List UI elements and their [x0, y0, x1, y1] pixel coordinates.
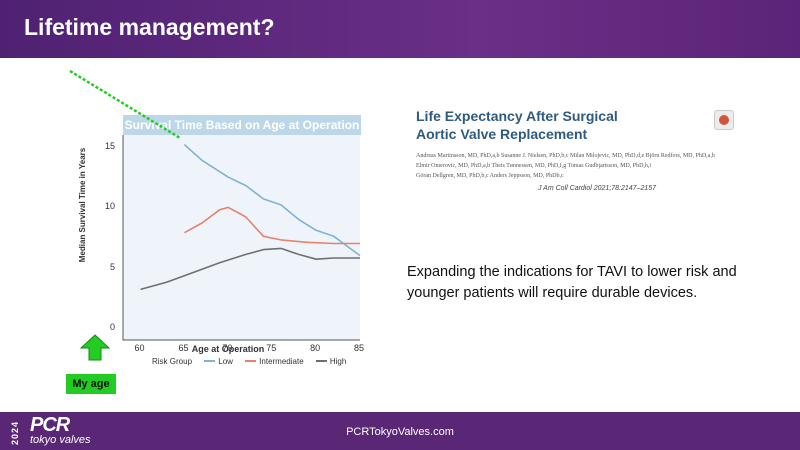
slide-footer: 2024 PCR tokyo valves PCRTokyoValves.com — [0, 412, 800, 450]
my-age-label: My age — [66, 374, 116, 394]
slide-title: Lifetime management? — [24, 14, 275, 40]
footer-website[interactable]: PCRTokyoValves.com — [346, 426, 454, 438]
axis-lines — [122, 135, 360, 341]
legend-swatch-low — [204, 359, 216, 362]
series-line-intermediate — [184, 206, 360, 245]
legend-swatch-intermediate — [245, 359, 257, 362]
y-tick-label: 10 — [105, 201, 116, 212]
legend-intermediate: Intermediate — [259, 357, 304, 366]
x-tick-label: 85 — [354, 343, 365, 353]
arrow-up-icon — [80, 334, 110, 361]
authors-line2: Elmir Omerovic, MD, PhD,a,b Theis Tønnes… — [416, 163, 652, 169]
series-line-high — [140, 247, 360, 291]
series-line-low — [183, 144, 361, 257]
paper-citation: J Am Coll Cardiol 2021;78:2147–2157 — [538, 185, 657, 192]
crossmark-icon — [714, 110, 734, 130]
survival-chart — [122, 135, 361, 341]
x-tick-label: 60 — [134, 343, 145, 353]
paper-authors: Andreas Martinsson, MD, PhD,a,b Susanne … — [416, 151, 746, 181]
legend-title: Risk Group — [152, 357, 193, 366]
paper-title: Life Expectancy After Surgical Aortic Va… — [416, 107, 716, 143]
y-tick-label: 0 — [110, 321, 116, 332]
chart-title: Survival Time Based on Age at Operation — [123, 115, 361, 135]
slide-header: Lifetime management? — [0, 0, 800, 58]
x-tick-label: 75 — [266, 343, 277, 353]
legend-low: Low — [218, 357, 233, 366]
y-tick-label: 15 — [105, 141, 116, 152]
chart-legend: Risk Group Low Intermediate High — [152, 357, 346, 366]
legend-swatch-high — [315, 359, 327, 362]
logo-subtitle: tokyo valves — [30, 434, 91, 446]
dotted-pointer-line — [69, 69, 181, 140]
legend-high: High — [329, 357, 347, 366]
pcr-logo: PCR — [30, 414, 70, 436]
x-tick-label: 65 — [178, 343, 189, 353]
plot-area — [123, 135, 360, 340]
paper-title-line1: Life Expectancy After Surgical — [416, 108, 618, 124]
authors-line3: Göran Dellgren, MD, PhD,b,c Anders Jepps… — [416, 173, 564, 179]
y-tick-label: 5 — [110, 261, 116, 272]
x-tick-label: 70 — [222, 343, 233, 353]
x-tick-label: 80 — [310, 343, 321, 353]
x-axis-label: Age at Operation — [191, 344, 265, 354]
authors-line1: Andreas Martinsson, MD, PhD,a,b Susanne … — [416, 153, 715, 159]
body-text: Expanding the indications for TAVI to lo… — [407, 264, 737, 301]
paper-title-line2: Aortic Valve Replacement — [416, 126, 588, 142]
